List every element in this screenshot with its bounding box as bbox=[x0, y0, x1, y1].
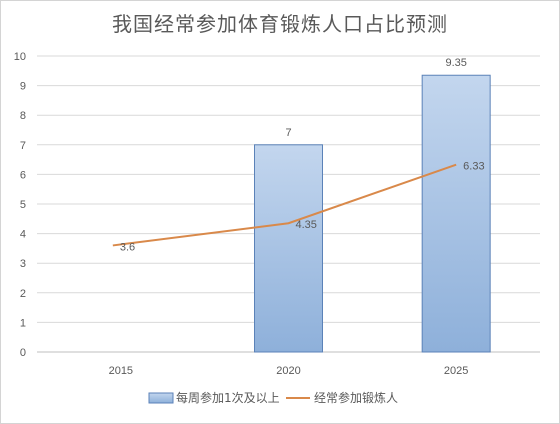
x-tick-label: 2020 bbox=[276, 365, 300, 377]
line-data-label: 4.35 bbox=[296, 219, 317, 231]
bar bbox=[421, 74, 491, 353]
x-axis-ticks: 2015 2020 2025 bbox=[109, 365, 469, 377]
y-tick-label: 7 bbox=[20, 140, 26, 152]
x-tick-label: 2015 bbox=[109, 365, 133, 377]
legend-swatch-bar bbox=[148, 392, 174, 404]
line-data-label: 3.6 bbox=[120, 241, 135, 253]
chart-title: 我国经常参加体育锻炼人口占比预测 bbox=[112, 12, 448, 36]
y-tick-label: 3 bbox=[20, 258, 26, 270]
y-tick-label: 4 bbox=[20, 229, 26, 241]
y-tick-label: 10 bbox=[14, 51, 26, 63]
bar-data-label: 7 bbox=[285, 127, 291, 139]
x-tick-label: 2025 bbox=[444, 365, 468, 377]
y-tick-label: 8 bbox=[20, 110, 26, 122]
y-tick-label: 5 bbox=[20, 199, 26, 211]
y-tick-label: 9 bbox=[20, 81, 26, 93]
y-tick-label: 0 bbox=[20, 347, 26, 359]
y-tick-label: 1 bbox=[20, 317, 26, 329]
bar bbox=[254, 144, 323, 353]
legend-label: 每周参加1次及以上 bbox=[176, 390, 280, 405]
legend-label: 经常参加锻炼人 bbox=[314, 390, 398, 405]
legend: 每周参加1次及以上 经常参加锻炼人 bbox=[148, 390, 398, 405]
y-tick-label: 2 bbox=[20, 288, 26, 300]
line-data-label: 6.33 bbox=[463, 161, 484, 173]
bar-series: 79.35 bbox=[254, 57, 491, 353]
y-tick-label: 6 bbox=[20, 169, 26, 181]
bar-data-label: 9.35 bbox=[445, 57, 466, 69]
y-axis-ticks: 0 1 2 3 4 5 6 7 8 9 10 bbox=[14, 51, 26, 359]
line-path bbox=[112, 163, 457, 247]
line-series: 3.6 4.35 6.33 bbox=[112, 161, 485, 253]
